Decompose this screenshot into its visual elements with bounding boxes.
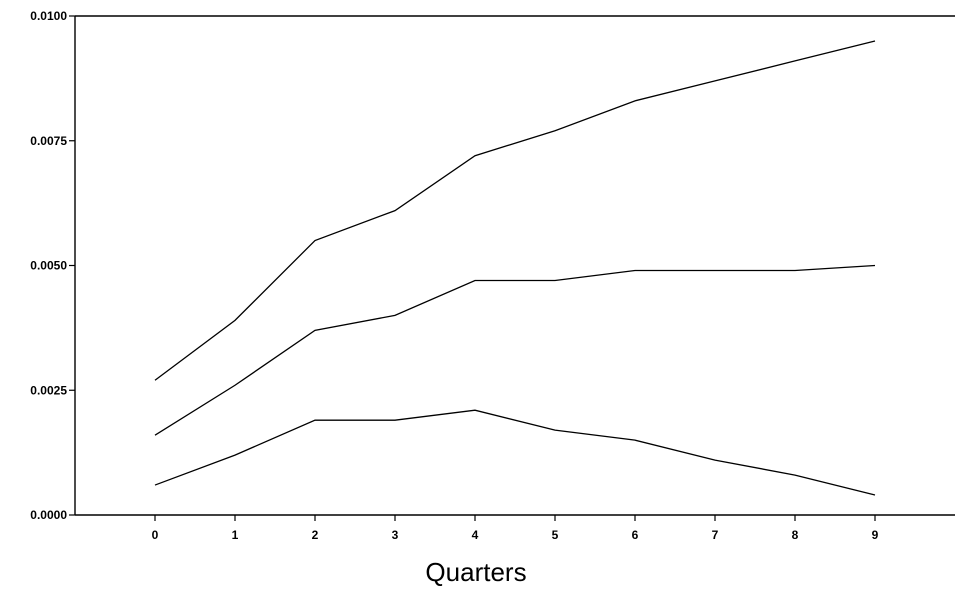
y-tick-label: 0.0100 [30,9,67,23]
x-ticks: 0 1 2 3 4 5 6 7 8 9 [152,515,879,542]
x-tick-label: 0 [152,528,159,542]
plot-frame [74,15,955,516]
x-tick-label: 2 [312,528,319,542]
series-line-1 [154,40,876,381]
series-line-3 [154,409,876,496]
y-tick-label: 0.0000 [30,508,67,522]
x-tick-label: 9 [872,528,879,542]
x-axis-title: Quarters [425,557,526,587]
y-tick-label: 0.0075 [30,134,67,148]
y-tick-label: 0.0025 [30,383,67,397]
y-tick-label: 0.0050 [30,259,67,273]
x-tick-label: 1 [232,528,239,542]
series-group [154,40,876,496]
y-ticks: 0.0000 0.0025 0.0050 0.0075 0.0100 [30,9,75,522]
x-tick-label: 3 [392,528,399,542]
x-tick-label: 8 [792,528,799,542]
x-tick-label: 5 [552,528,559,542]
x-tick-label: 4 [472,528,479,542]
x-tick-label: 6 [632,528,639,542]
x-tick-label: 7 [712,528,719,542]
series-line-2 [154,264,876,436]
